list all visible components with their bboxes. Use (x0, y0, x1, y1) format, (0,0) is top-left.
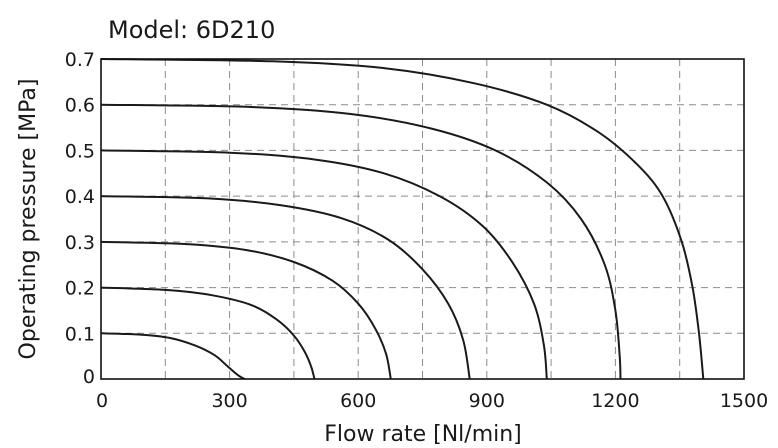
y-tick-label: 0.4 (65, 186, 95, 208)
pressure-curve-4 (100, 195, 471, 380)
y-tick-label: 0.3 (65, 232, 95, 254)
y-tick-label: 0.6 (65, 95, 95, 117)
y-tick-label: 0 (83, 366, 95, 388)
y-tick-label: 0.2 (65, 278, 95, 300)
curves (100, 58, 705, 380)
x-tick-label: 600 (340, 390, 376, 412)
y-tick-label: 0.5 (65, 140, 95, 162)
x-tick-label: 1500 (720, 390, 768, 412)
pressure-curve-1 (100, 332, 246, 380)
pressure-curve-5 (100, 149, 548, 380)
y-ticks: 0 0.1 0.2 0.3 0.4 0.5 0.6 0.7 (65, 49, 95, 388)
x-axis-label: Flow rate [Nl/min] (324, 422, 522, 447)
pressure-curve-2 (100, 286, 316, 380)
pressure-curve-7 (100, 58, 705, 380)
y-axis-label: Operating pressure [MPa] (16, 79, 41, 360)
x-tick-label: 300 (211, 390, 247, 412)
y-tick-label: 0.1 (65, 323, 95, 345)
x-tick-label: 0 (96, 390, 108, 412)
grid-lines (101, 59, 744, 379)
x-ticks: 0 300 600 900 1200 1500 (96, 390, 768, 412)
chart-title: Model: 6D210 (108, 16, 275, 44)
y-tick-label: 0.7 (65, 49, 95, 71)
plot-frame (100, 58, 745, 380)
x-tick-label: 1200 (591, 390, 639, 412)
pressure-curve-3 (100, 240, 392, 380)
pressure-curve-6 (100, 103, 622, 380)
x-tick-label: 900 (469, 390, 505, 412)
